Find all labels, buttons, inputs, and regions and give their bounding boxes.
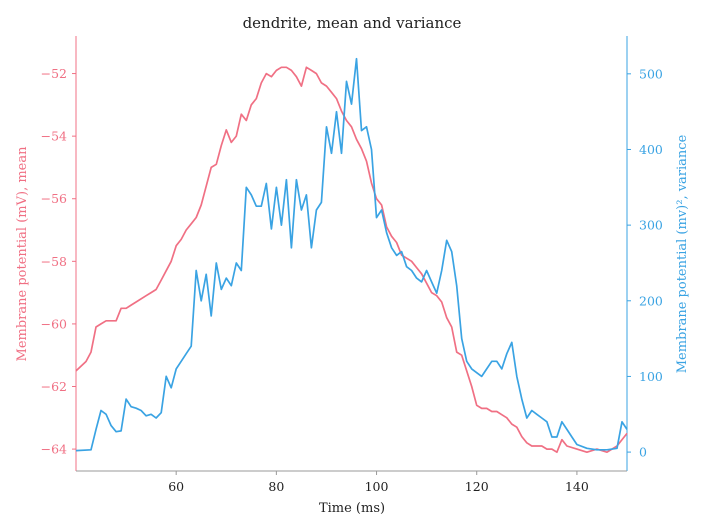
left-tick-label: −52 xyxy=(41,66,67,81)
x-tick-label: 80 xyxy=(268,479,284,494)
left-tick-label: −64 xyxy=(41,442,67,457)
right-tick-label: 200 xyxy=(639,293,663,308)
right-tick-label: 100 xyxy=(639,369,663,384)
x-tick-label: 120 xyxy=(465,479,489,494)
left-tick-label: −62 xyxy=(41,379,67,394)
left-tick-label: −54 xyxy=(41,129,67,144)
chart-title: dendrite, mean and variance xyxy=(243,14,462,32)
right-axis: 0 100 200 300 400 500 xyxy=(626,36,663,471)
right-tick-label: 0 xyxy=(639,445,647,460)
plot-lines xyxy=(75,57,628,454)
right-tick-label: 500 xyxy=(639,66,663,81)
left-axis: −64 −62 −60 −58 −56 −54 −52 xyxy=(41,36,77,471)
right-tick-label: 300 xyxy=(639,218,663,233)
x-tick-label: 100 xyxy=(365,479,389,494)
x-tick-label: 140 xyxy=(565,479,589,494)
x-tick-label: 60 xyxy=(168,479,184,494)
left-tick-label: −60 xyxy=(41,316,67,331)
x-axis: 60 80 100 120 140 xyxy=(76,470,627,494)
x-axis-label: Time (ms) xyxy=(319,501,385,516)
right-tick-label: 400 xyxy=(639,142,663,157)
y-axis-label-left: Membrane potential (mV), mean xyxy=(15,146,30,362)
series-variance-line xyxy=(75,57,628,452)
left-tick-label: −56 xyxy=(41,191,67,206)
left-tick-label: −58 xyxy=(41,254,67,269)
series-mean-line xyxy=(75,66,628,454)
y-axis-label-right: Membrane potential (mv)², variance xyxy=(675,134,690,373)
